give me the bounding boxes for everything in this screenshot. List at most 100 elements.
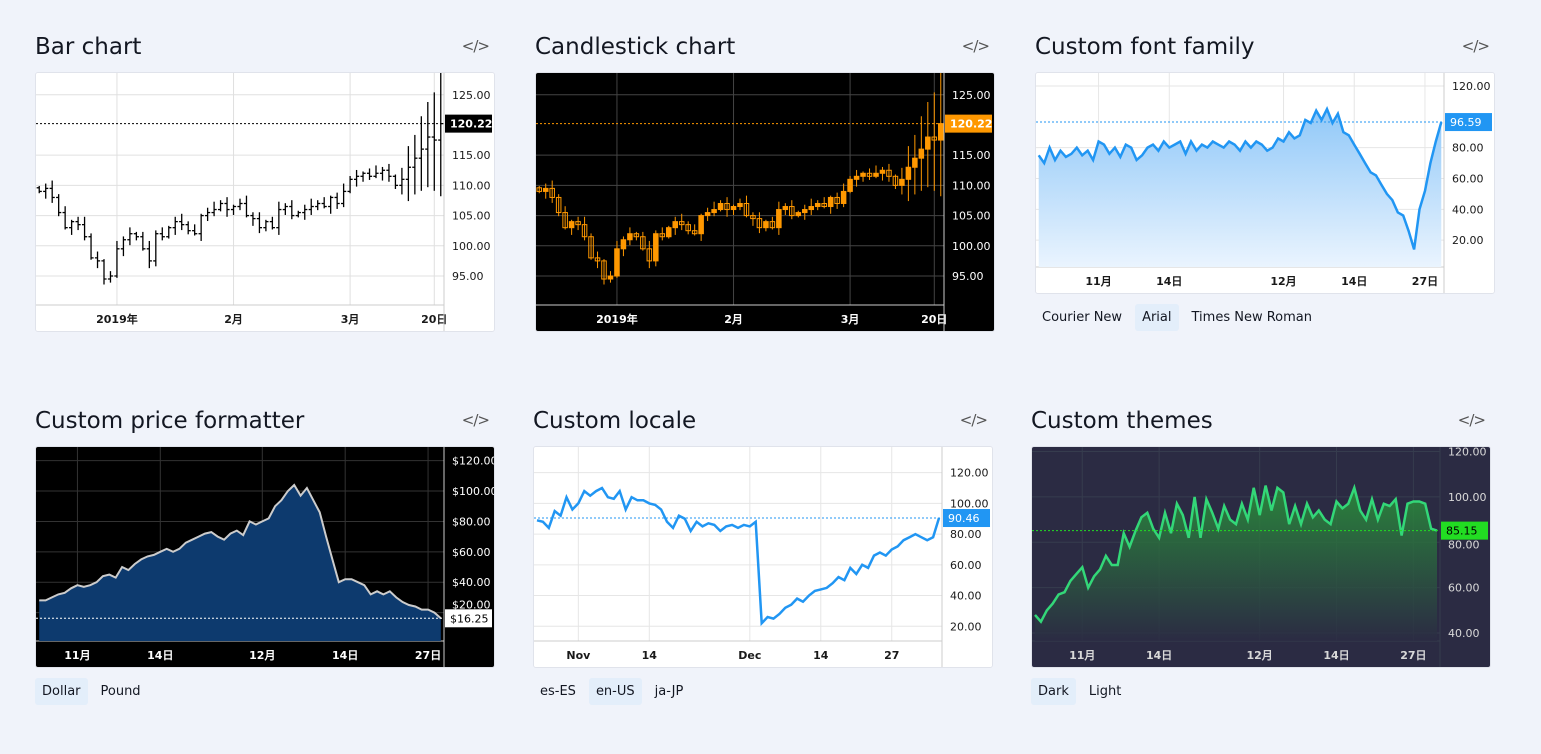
option-button[interactable]: Dark [1031,678,1076,705]
last-price-label: 120.22 [950,118,992,131]
candle-body [912,157,918,168]
option-button[interactable]: Dollar [35,678,88,705]
area-fill [1034,485,1438,641]
chart-background [36,73,494,331]
y-tick-label: 100.00 [1448,491,1487,504]
option-button[interactable]: es-ES [540,684,576,699]
y-tick-label: 20.00 [950,620,982,633]
y-tick-label: $120.00 [452,455,494,468]
card-title: Custom locale [533,408,697,434]
locale-chart[interactable]: 20.00 40.00 60.00 80.00 100.00 120.00 Nov 14 Dec… [533,446,993,668]
candle-body [542,187,549,192]
series-line [1034,483,1438,624]
candle-body [827,196,834,208]
candle-body [931,136,938,141]
y-tick-label: 60.00 [950,559,982,572]
x-tick-label: 14 [642,649,658,662]
x-tick-label: Nov [566,649,591,662]
code-icon[interactable]: </> [959,411,988,429]
chart-svg: 95.00 100.00 105.00 110.00 115.00 125.00 2019年… [536,73,994,331]
code-icon[interactable]: </> [461,411,490,429]
x-tick-label: 12月 [1246,649,1272,662]
candle-body [562,212,568,229]
themes-chart[interactable]: 40.00 60.00 80.00 100.00 120.00 11月 14日 12月 14日 2… [1031,446,1491,668]
card-title: Bar chart [35,34,142,60]
chart-svg: 95.00 100.00 105.00 110.00 115.00 125.00 2019年… [36,73,494,331]
x-tick-label: 2月 [724,313,743,326]
x-tick-label: 11月 [1069,649,1095,662]
option-button[interactable]: ja-JP [654,684,684,699]
font-family-chart[interactable]: 20.00 40.00 60.00 80.00 120.00 11月 14日 12月 14日 27… [1035,72,1495,294]
y-tick-label: 110.00 [452,179,491,192]
candle-body [776,209,782,229]
candle-body [782,206,789,211]
candle-body [691,230,698,235]
y-tick-label: 125.00 [952,89,991,102]
x-tick-label: 14 [813,649,829,662]
x-tick-label: 12月 [1270,275,1296,288]
candle-body [704,212,711,217]
candle-body [795,212,802,217]
y-tick-label: 105.00 [952,210,991,223]
area-fill [1038,109,1442,267]
x-tick-label: 27日 [1400,649,1426,662]
candle-body [905,166,912,180]
candle-body [847,178,853,192]
candle-body [769,221,776,229]
y-tick-label: 120.00 [950,467,989,480]
candle-body [555,196,562,214]
code-icon[interactable]: </> [1457,411,1486,429]
y-tick-label: $40.00 [452,576,491,589]
y-tick-label: $60.00 [452,546,491,559]
code-icon[interactable]: </> [1461,37,1490,55]
code-icon[interactable]: </> [961,37,990,55]
option-button[interactable]: Light [1088,684,1122,699]
y-tick-label: 60.00 [1448,582,1480,595]
candle-body [821,203,827,208]
candle-body [724,203,730,211]
candle-body [918,148,925,159]
y-tick-label: 110.00 [952,179,991,192]
candle-body [646,248,653,262]
code-icon[interactable]: </> [461,37,490,55]
chart-svg: $20.00 $40.00 $60.00 $80.00 $100.00 $120.00 11… [36,447,494,667]
candlestick-chart[interactable]: 95.00 100.00 105.00 110.00 115.00 125.00 2019年… [535,72,995,332]
x-tick-label: 11月 [1085,275,1111,288]
x-tick-label: 20日 [921,313,947,326]
option-button[interactable]: Courier New [1042,310,1123,325]
y-tick-label: 80.00 [1448,539,1480,552]
chart-svg: 20.00 40.00 60.00 80.00 100.00 120.00 Nov 14 Dec… [534,447,992,667]
locale-buttons: es-ES en-US ja-JP [533,678,690,705]
x-tick-label: 12月 [249,649,275,662]
y-tick-label: 100.00 [952,240,991,253]
candle-body [892,175,899,186]
option-button[interactable]: Times New Roman [1191,310,1312,325]
last-price-label: 96.59 [1450,116,1482,129]
y-tick-label: 80.00 [950,528,982,541]
theme-buttons: Dark Light [1031,678,1128,705]
candle-body [840,190,847,204]
x-tick-label: 27日 [1412,275,1438,288]
y-tick-label: 40.00 [1448,627,1480,640]
candle-body [685,224,691,232]
option-button[interactable]: Arial [1135,304,1179,331]
last-price-label-bg [945,114,992,133]
price-formatter-chart[interactable]: $20.00 $40.00 $60.00 $80.00 $100.00 $120.00 11… [35,446,495,668]
y-tick-label: 105.00 [452,210,491,223]
option-button[interactable]: en-US [588,678,642,705]
y-tick-label: 115.00 [952,149,991,162]
candle-body [672,221,679,229]
candle-body [549,187,555,198]
y-tick-label: 120.00 [1452,80,1491,93]
candle-body [653,233,659,262]
y-tick-label: 80.00 [1452,142,1484,155]
bar-chart[interactable]: 95.00 100.00 105.00 110.00 115.00 125.00 2019年… [35,72,495,332]
candle-body [886,169,892,177]
option-button[interactable]: Pound [100,684,141,699]
last-price-label-bg [1441,521,1488,540]
y-tick-label: 120.00 [1448,447,1487,459]
currency-buttons: Dollar Pound [35,678,148,705]
x-tick-label: 2月 [224,313,243,326]
candle-body [834,196,840,205]
candle-body [698,215,704,235]
